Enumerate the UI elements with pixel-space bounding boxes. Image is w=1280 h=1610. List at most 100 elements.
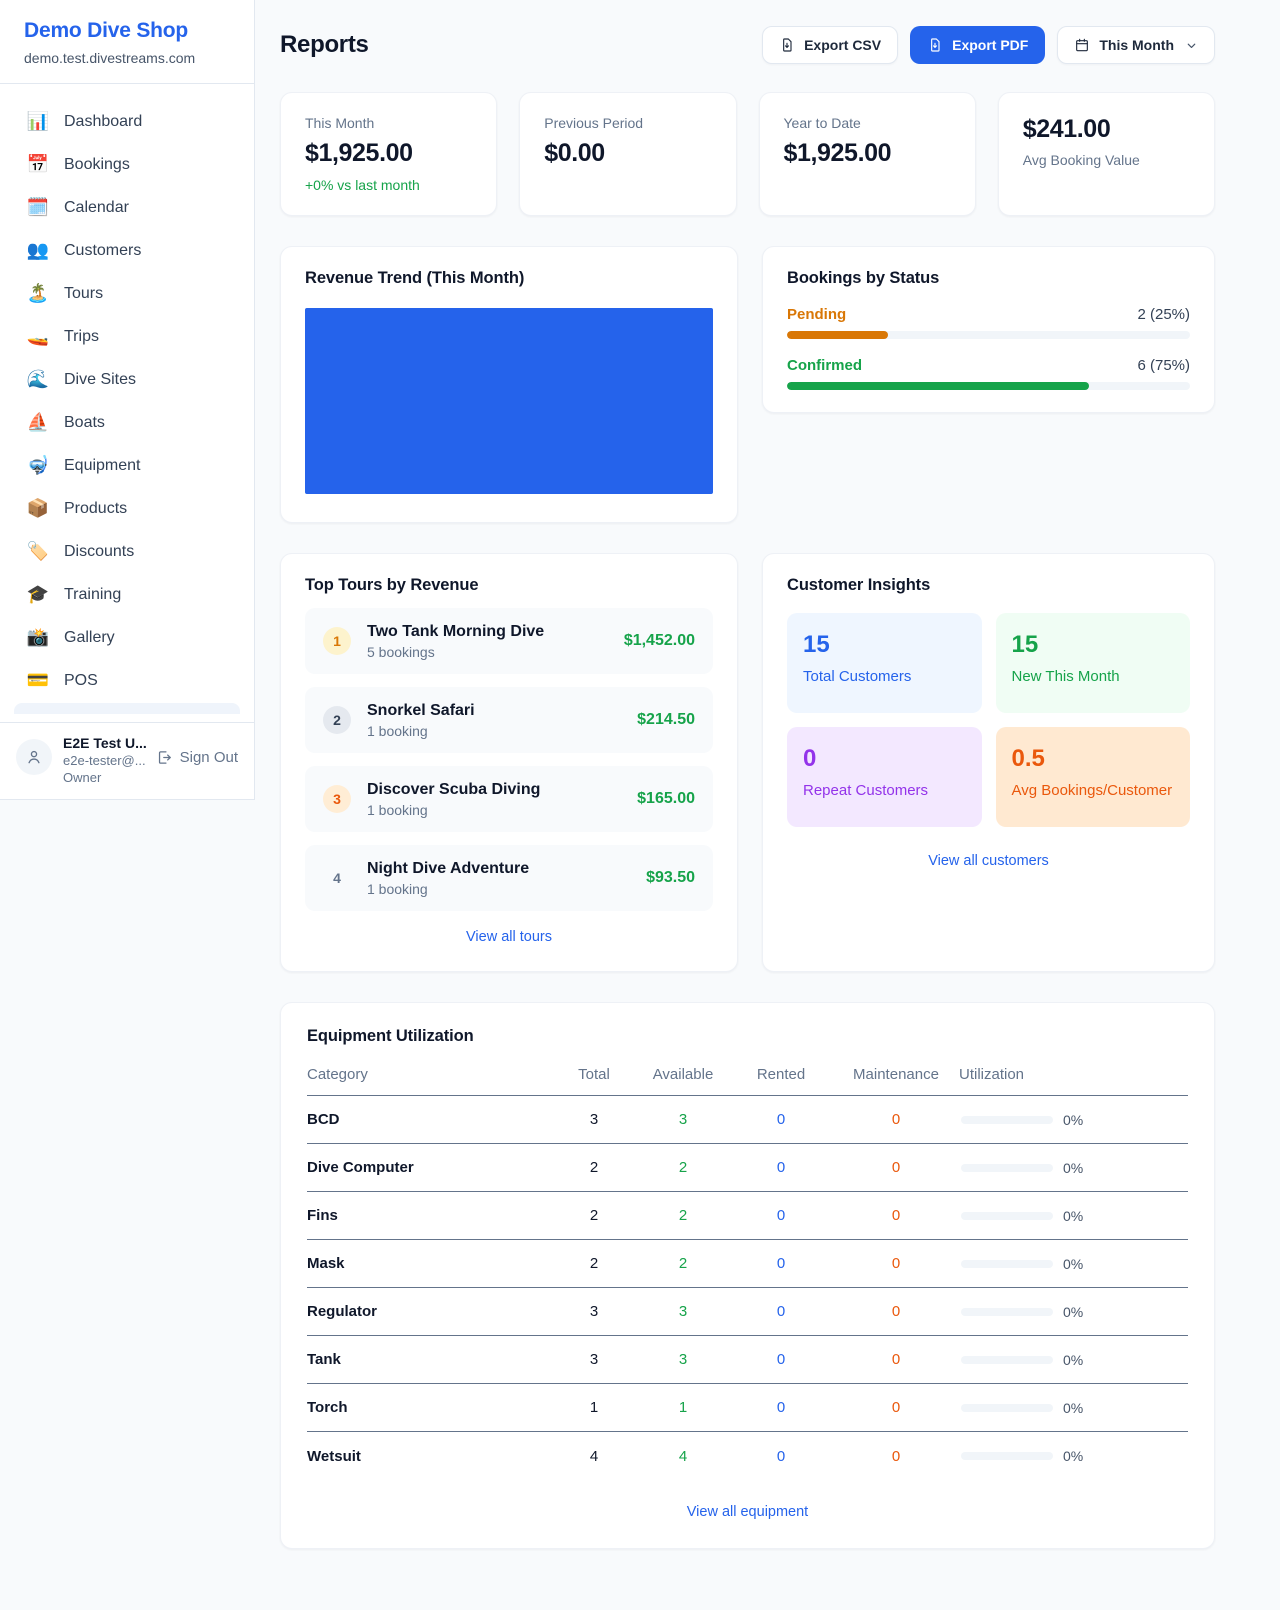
sidebar-item-label: Training	[64, 585, 122, 603]
package-icon: 📦	[26, 498, 50, 518]
bar-chart-icon: 📊	[26, 111, 50, 131]
cell-maintenance: 0	[891, 1447, 901, 1465]
status-progress-fill	[787, 382, 1090, 390]
sidebar-item-discounts[interactable]: 🏷️ Discounts	[12, 530, 242, 573]
status-count: 6 (75%)	[1137, 357, 1190, 374]
sidebar-item-dashboard[interactable]: 📊 Dashboard	[12, 100, 242, 143]
column-header-rented: Rented	[756, 1066, 806, 1083]
tour-name: Discover Scuba Diving	[367, 780, 541, 798]
sidebar-item-label: Products	[64, 499, 128, 517]
cell-total: 3	[589, 1351, 599, 1368]
view-all-customers-link[interactable]: View all customers	[928, 853, 1049, 869]
stat-card-year-to-date: Year to Date $1,925.00	[758, 92, 976, 216]
table-row: Mask 2 2 0 0 0%	[307, 1240, 1188, 1288]
sign-out-button[interactable]: Sign Out	[156, 749, 238, 766]
avatar	[16, 739, 52, 775]
equipment-utilization-card: Equipment Utilization Category Total Ava…	[280, 1002, 1215, 1549]
utilization-track	[961, 1355, 1053, 1364]
sidebar-item-calendar[interactable]: 🗓️ Calendar	[12, 186, 242, 229]
sidebar-item-pos[interactable]: 💳 POS	[12, 659, 242, 702]
users-icon: 👥	[26, 240, 50, 260]
sidebar-item-dive-sites[interactable]: 🌊 Dive Sites	[12, 358, 242, 401]
customer-insights-card: Customer Insights 15 Total Customers 15 …	[762, 553, 1215, 972]
tour-bookings: 1 booking	[367, 801, 428, 818]
sidebar-item-tours[interactable]: 🏝️ Tours	[12, 272, 242, 315]
charts-row: Revenue Trend (This Month) Bookings by S…	[280, 246, 1215, 523]
shop-logo-link[interactable]: Demo Dive Shop	[24, 19, 189, 42]
sidebar-header: Demo Dive Shop demo.test.divestreams.com	[0, 0, 254, 84]
stat-card-this-month: This Month $1,925.00 +0% vs last month	[280, 92, 498, 216]
status-progress-track	[787, 331, 1190, 339]
person-icon	[28, 750, 40, 764]
insight-value: 15	[1011, 631, 1039, 658]
sidebar-item-label: Calendar	[64, 198, 129, 216]
status-row-pending: Pending 2 (25%)	[787, 306, 1190, 339]
tour-row: 1 Two Tank Morning Dive 5 bookings $1,45…	[305, 608, 713, 674]
sidebar-active-item-partial	[14, 703, 240, 714]
insights-row: Top Tours by Revenue 1 Two Tank Morning …	[280, 553, 1215, 972]
sidebar-item-label: Bookings	[64, 155, 130, 173]
cell-category: Wetsuit	[307, 1447, 361, 1465]
bookings-by-status-card: Bookings by Status Pending 2 (25%) Confi…	[762, 246, 1215, 413]
stats-row: This Month $1,925.00 +0% vs last month P…	[280, 92, 1215, 216]
stat-label: Previous Period	[544, 115, 644, 131]
sidebar-item-customers[interactable]: 👥 Customers	[12, 229, 242, 272]
utilization-percent: 0%	[1063, 1351, 1084, 1368]
sidebar-item-label: Dashboard	[64, 112, 143, 130]
diving-mask-icon: 🤿	[26, 455, 50, 475]
view-all-tours-link[interactable]: View all tours	[466, 929, 552, 945]
cell-available: 3	[678, 1351, 688, 1368]
page-header: Reports Export CSV Export PDF	[280, 26, 1215, 64]
header-actions: Export CSV Export PDF This Month	[762, 26, 1215, 64]
view-all-equipment-link[interactable]: View all equipment	[686, 1504, 809, 1520]
cell-available: 2	[678, 1159, 688, 1176]
utilization-track	[961, 1259, 1053, 1268]
cell-total: 3	[589, 1111, 599, 1128]
stat-value: $1,925.00	[783, 139, 892, 167]
sidebar-item-label: Tours	[64, 284, 104, 302]
bookings-by-status-title: Bookings by Status	[787, 269, 940, 287]
sidebar-item-label: Gallery	[64, 628, 115, 646]
island-icon: 🏝️	[26, 283, 50, 303]
sidebar-item-gallery[interactable]: 📸 Gallery	[12, 616, 242, 659]
utilization-track	[961, 1452, 1053, 1460]
cell-utilization: 0%	[959, 1400, 1188, 1416]
insight-label: Avg Bookings/Customer	[1011, 782, 1173, 799]
calendar-outline-icon	[1076, 38, 1089, 52]
insight-tile-total-customers: 15 Total Customers	[787, 613, 982, 713]
export-csv-button[interactable]: Export CSV	[762, 26, 899, 64]
equipment-table: Category Total Available Rented Maintena…	[307, 1054, 1188, 1480]
utilization-percent: 0%	[1063, 1303, 1084, 1320]
status-progress-fill	[787, 331, 888, 339]
sidebar-item-boats[interactable]: ⛵ Boats	[12, 401, 242, 444]
cell-total: 2	[589, 1159, 599, 1176]
status-row-confirmed: Confirmed 6 (75%)	[787, 357, 1190, 390]
period-select[interactable]: This Month	[1057, 26, 1215, 64]
tour-amount: $93.50	[646, 869, 695, 886]
equipment-utilization-title: Equipment Utilization	[307, 1027, 474, 1045]
tour-amount: $165.00	[637, 790, 695, 807]
sidebar-item-bookings[interactable]: 📅 Bookings	[12, 143, 242, 186]
sidebar-item-trips[interactable]: 🚤 Trips	[12, 315, 242, 358]
sidebar-nav: 📊 Dashboard 📅 Bookings 🗓️ Calendar 👥 Cus…	[0, 84, 254, 722]
stat-value: $1,925.00	[305, 139, 413, 167]
sidebar-item-training[interactable]: 🎓 Training	[12, 573, 242, 616]
export-pdf-button[interactable]: Export PDF	[910, 26, 1046, 64]
sidebar-item-label: Dive Sites	[64, 370, 137, 388]
utilization-percent: 0%	[1063, 1399, 1084, 1416]
utilization-track	[961, 1307, 1053, 1316]
sidebar-item-products[interactable]: 📦 Products	[12, 487, 242, 530]
insight-tile-repeat-customers: 0 Repeat Customers	[787, 727, 982, 827]
cell-maintenance: 0	[891, 1255, 901, 1272]
sidebar-item-equipment[interactable]: 🤿 Equipment	[12, 444, 242, 487]
cell-total: 2	[589, 1255, 599, 1272]
table-row: BCD 3 3 0 0 0%	[307, 1096, 1188, 1144]
table-row: Torch 1 1 0 0 0%	[307, 1384, 1188, 1432]
stat-value: $0.00	[544, 139, 605, 167]
stat-card-avg-booking-value: $241.00 Avg Booking Value	[997, 92, 1215, 216]
sidebar-item-label: Equipment	[64, 456, 141, 474]
stat-value: $241.00	[1022, 115, 1111, 143]
utilization-percent: 0%	[1063, 1448, 1084, 1464]
tag-icon: 🏷️	[26, 541, 50, 561]
tour-bookings: 1 booking	[367, 722, 428, 739]
